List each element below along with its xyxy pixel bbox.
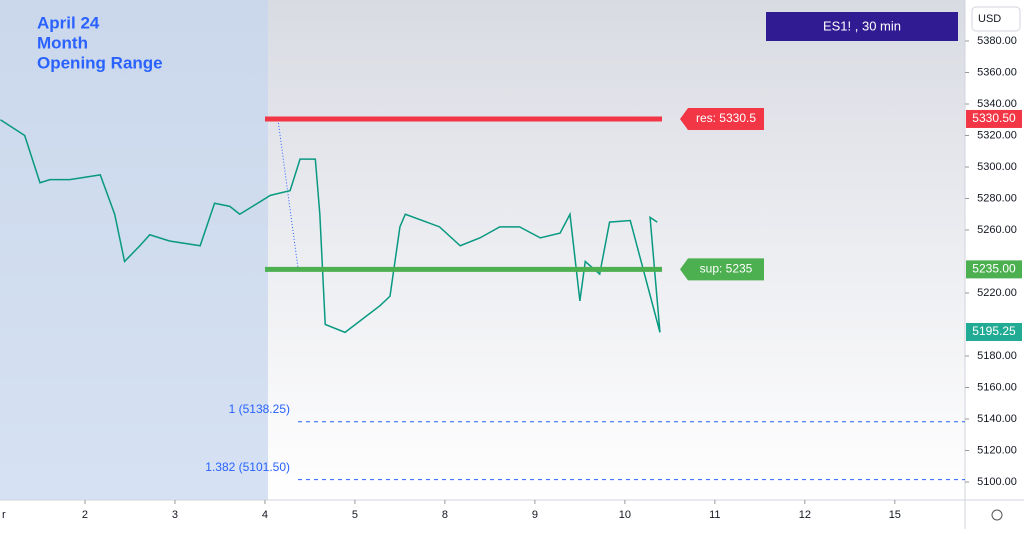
price-line <box>0 119 661 334</box>
last-price-tag <box>966 322 1022 341</box>
x-tick-label: 12 <box>799 509 811 521</box>
price-tag <box>966 109 1022 128</box>
y-tick-label: 5100.00 <box>977 476 1017 488</box>
annotation: Month <box>37 33 88 52</box>
y-tick-label: 5340.00 <box>977 98 1017 110</box>
x-tick-label: 3 <box>172 509 178 521</box>
x-tick-label: 10 <box>619 509 631 521</box>
x-tick-label: 4 <box>262 509 268 521</box>
y-tick-label: 5300.00 <box>977 161 1017 173</box>
x-tick-label: 15 <box>889 509 901 521</box>
x-tick-label: 11 <box>709 509 720 521</box>
y-tick-label: 5320.00 <box>977 129 1017 141</box>
currency[interactable]: USD <box>978 13 1001 25</box>
settings-icon[interactable] <box>991 509 1003 521</box>
level-label: sup: 5235 <box>700 262 753 276</box>
y-tick-label: 5140.00 <box>977 413 1017 425</box>
y-tick-label: 5120.00 <box>977 444 1017 456</box>
price-tag-label: 5235.00 <box>972 262 1016 276</box>
connector <box>277 119 299 269</box>
fib-label: 1.382 (5101.50) <box>205 460 290 474</box>
y-tick-label: 5160.00 <box>977 381 1017 393</box>
level-tag <box>680 107 764 130</box>
last-price-label: 5195.25 <box>972 324 1016 338</box>
level-label: res: 5330.5 <box>696 111 756 125</box>
currency-button[interactable] <box>971 6 1021 32</box>
chart-title: ES1! , 30 min <box>823 18 901 33</box>
x-tick-label: 2 <box>82 509 88 521</box>
y-tick-label: 5220.00 <box>977 287 1017 299</box>
fib-label: 1 (5138.25) <box>229 402 290 416</box>
annotation: Opening Range <box>37 53 163 72</box>
y-tick-label: 5380.00 <box>977 35 1017 47</box>
x-tick-label: r <box>2 509 6 521</box>
title-box <box>766 12 958 41</box>
y-tick-label: 5280.00 <box>977 192 1017 204</box>
y-tick-label: 5180.00 <box>977 350 1017 362</box>
price-tag-label: 5330.50 <box>972 111 1016 125</box>
y-tick-label: 5360.00 <box>977 66 1017 78</box>
y-tick-label: 5260.00 <box>977 224 1017 236</box>
x-tick-label: 9 <box>532 509 538 521</box>
price-tag <box>966 260 1022 279</box>
annotation: April 24 <box>37 13 100 32</box>
level-tag <box>680 258 764 281</box>
opening-range <box>0 0 268 500</box>
x-tick-label: 5 <box>352 509 358 521</box>
x-tick-label: 8 <box>442 509 448 521</box>
